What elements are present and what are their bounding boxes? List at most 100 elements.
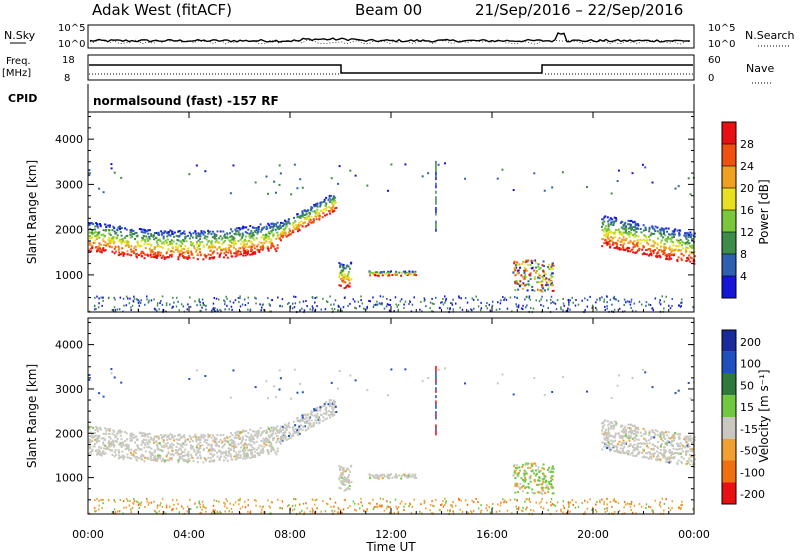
velocity-cell — [634, 428, 637, 431]
velocity-cell — [119, 498, 122, 501]
power-cell — [601, 245, 604, 248]
power-cell — [202, 244, 205, 247]
power-cell — [170, 239, 173, 242]
power-cell — [275, 223, 278, 226]
power-cell — [322, 297, 324, 300]
velocity-cell — [514, 467, 517, 470]
velocity-cell — [442, 500, 444, 503]
power-cell — [102, 229, 105, 232]
power-cell — [663, 242, 666, 245]
velocity-cell — [172, 454, 175, 457]
velocity-cell — [177, 459, 180, 462]
velocity-cell — [198, 448, 201, 451]
power-cell — [221, 237, 224, 240]
velocity-cell — [243, 447, 246, 450]
power-cell — [92, 232, 95, 235]
power-cell — [644, 229, 647, 232]
velocity-cell — [658, 457, 661, 460]
velocity-cell — [521, 490, 524, 493]
power-cell — [675, 248, 678, 251]
velocity-cell — [540, 483, 543, 486]
velocity-cell — [262, 437, 265, 440]
velocity-cell — [265, 429, 268, 432]
power-cell — [538, 274, 541, 277]
power-cell — [312, 307, 314, 310]
velocity-cell — [545, 484, 548, 487]
power-cell — [689, 235, 692, 238]
velocity-cell — [376, 474, 379, 477]
power-cell — [672, 254, 675, 257]
power-cell — [381, 303, 383, 306]
velocity-cell — [251, 446, 254, 449]
velocity-cell — [261, 508, 263, 511]
velocity-cell — [261, 430, 264, 433]
velocity-cell — [614, 432, 617, 435]
power-cell — [407, 273, 410, 276]
velocity-cell — [276, 447, 279, 450]
power-cell — [602, 218, 605, 221]
nave-label: Nave — [746, 62, 774, 75]
power-cell — [622, 226, 625, 229]
velocity-cell — [647, 451, 650, 454]
velocity-cell — [243, 500, 246, 503]
velocity-cell — [342, 508, 345, 511]
velocity-cell — [178, 447, 181, 450]
velocity-cell — [183, 454, 186, 457]
power-cell — [254, 252, 257, 255]
power-cell — [662, 253, 665, 256]
power-cell — [615, 218, 618, 221]
velocity-cell — [605, 497, 608, 500]
power-cell — [444, 295, 446, 298]
velocity-cell — [617, 502, 620, 505]
velocity-cell — [344, 488, 347, 491]
power-cell — [207, 231, 210, 234]
velocity-cell — [679, 442, 682, 445]
velocity-cell — [645, 452, 648, 455]
power-cell — [120, 227, 123, 230]
power-cell — [311, 296, 314, 299]
power-cell — [173, 231, 176, 234]
power-cell — [180, 241, 183, 244]
velocity-cell — [348, 488, 351, 491]
power-cell — [211, 309, 213, 312]
velocity-cell — [270, 435, 273, 438]
velocity-cell — [535, 483, 538, 486]
power-cell — [188, 256, 191, 259]
power-cell — [589, 295, 591, 298]
power-cell — [233, 237, 236, 240]
power-cell — [281, 230, 284, 233]
velocity-cell — [650, 448, 653, 451]
power-cell — [195, 241, 198, 244]
power-cell — [97, 245, 100, 248]
velocity-cell — [601, 422, 604, 425]
velocity-cell — [144, 442, 147, 445]
power-cell — [110, 163, 113, 166]
velocity-cell — [364, 510, 366, 513]
velocity-cell — [537, 483, 540, 486]
power-cell — [89, 227, 92, 230]
velocity-cell — [94, 434, 97, 437]
velocity-cell — [108, 440, 111, 443]
power-cell — [656, 247, 659, 250]
power-cell — [133, 251, 136, 254]
velocity-cell — [661, 432, 664, 435]
power-cell — [376, 303, 379, 306]
velocity-cell — [89, 440, 92, 443]
power-cell — [88, 235, 91, 238]
power-cell — [651, 244, 654, 247]
velocity-cell — [107, 441, 110, 444]
power-cell — [345, 285, 348, 288]
power-cell — [177, 256, 180, 259]
power-cell — [214, 241, 217, 244]
power-cell — [514, 274, 517, 277]
velocity-cell — [334, 401, 337, 404]
power-cell — [369, 274, 372, 277]
velocity-cell — [235, 436, 238, 439]
velocity-cell — [170, 458, 173, 461]
power-cell — [99, 250, 102, 253]
velocity-cell — [142, 438, 145, 441]
velocity-cell — [378, 504, 381, 507]
velocity-cell — [349, 465, 352, 468]
velocity-cell — [304, 429, 307, 432]
velocity-cell — [549, 471, 552, 474]
